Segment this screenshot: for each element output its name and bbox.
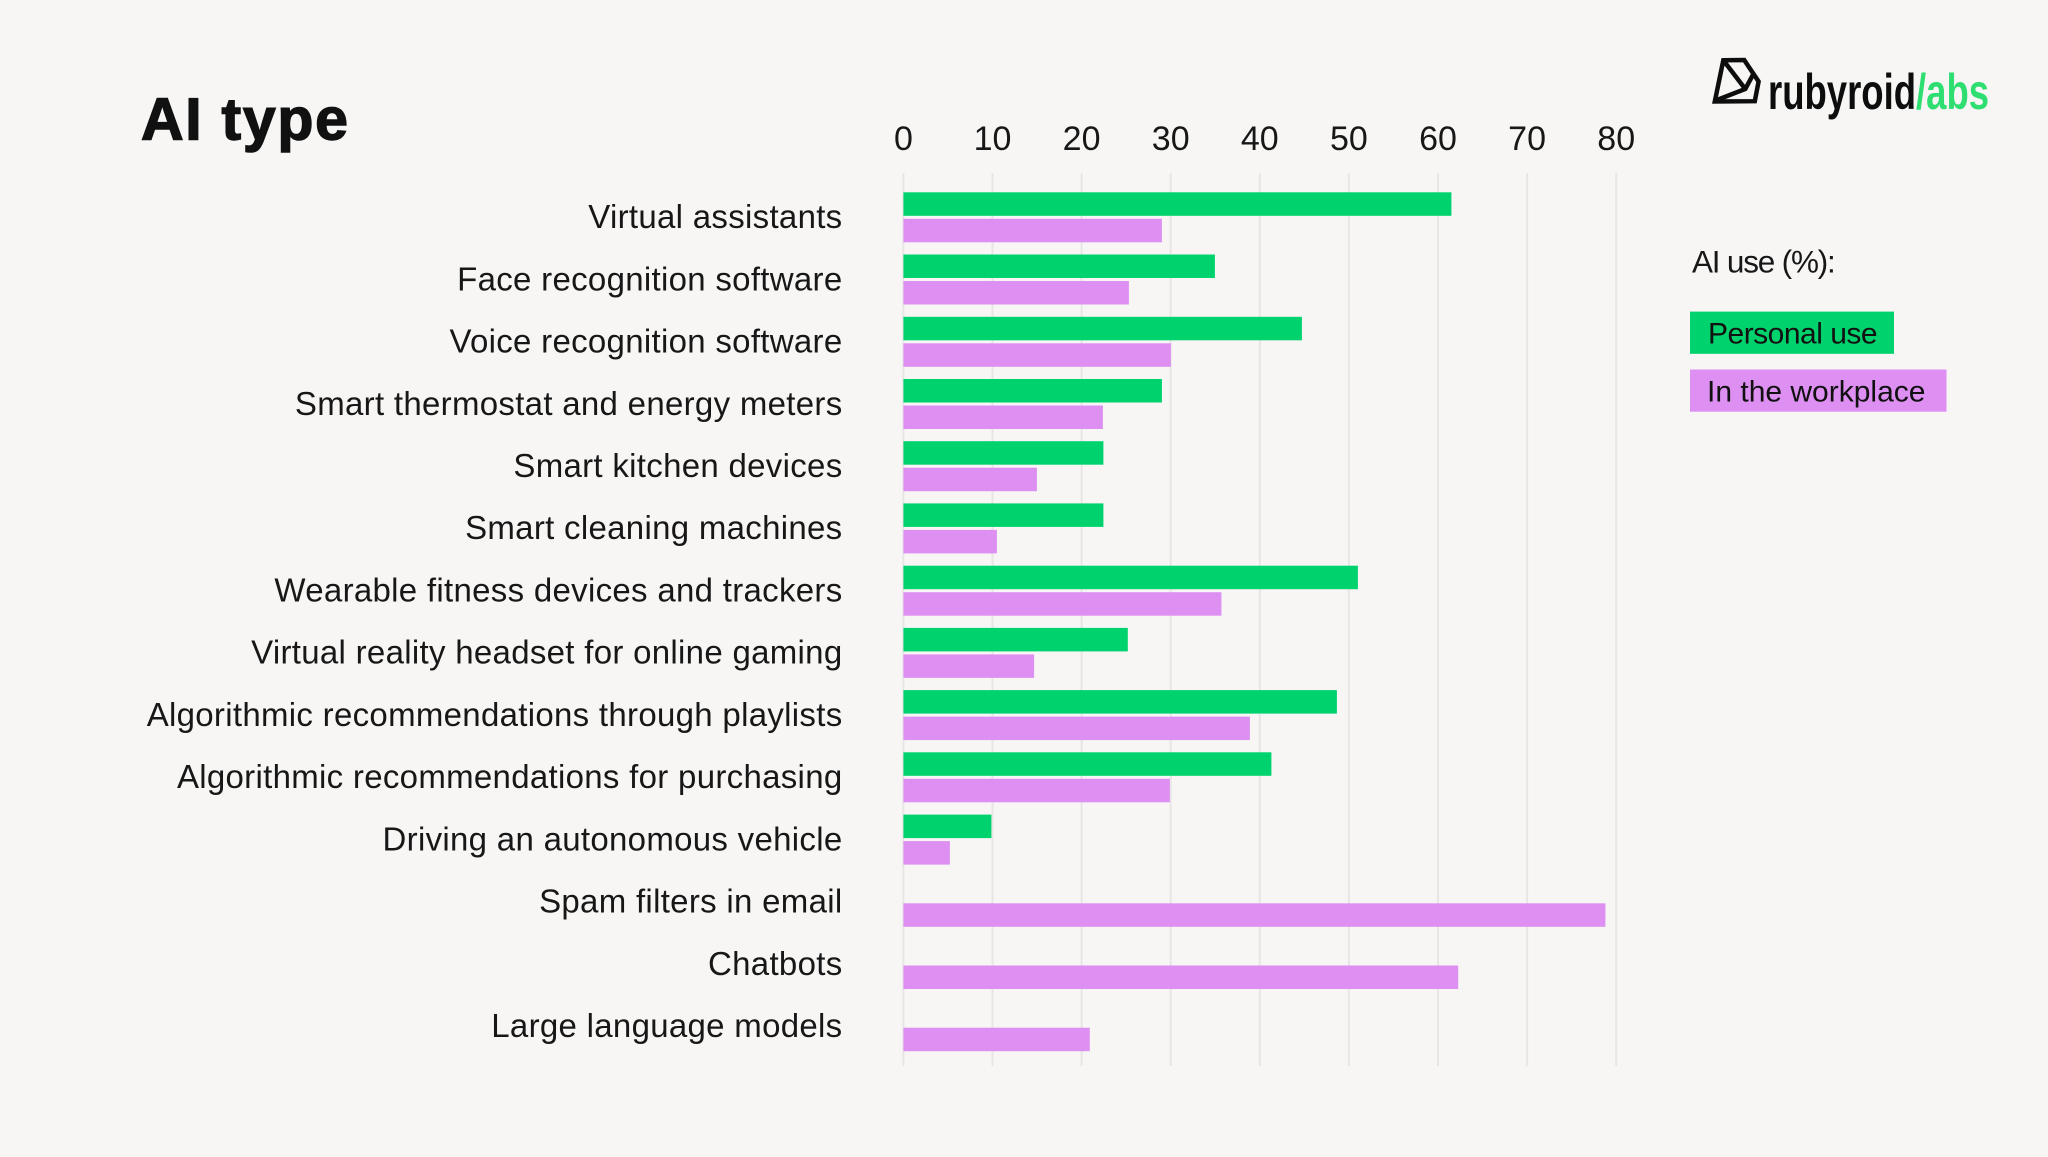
svg-text:Virtual reality headset for on: Virtual reality headset for online gamin… — [251, 634, 842, 671]
svg-text:Chatbots: Chatbots — [708, 945, 842, 982]
svg-text:AI type: AI type — [141, 87, 350, 153]
svg-text:20: 20 — [1063, 120, 1101, 158]
svg-text:Algorithmic recommendations fo: Algorithmic recommendations for purchasi… — [177, 758, 843, 795]
svg-text:Large language models: Large language models — [491, 1007, 842, 1044]
svg-text:Personal use: Personal use — [1708, 318, 1877, 351]
svg-text:40: 40 — [1241, 120, 1279, 158]
svg-text:In the workplace: In the workplace — [1707, 375, 1925, 408]
svg-text:Smart thermostat and energy me: Smart thermostat and energy meters — [295, 385, 843, 422]
svg-text:10: 10 — [974, 120, 1012, 158]
svg-text:Driving an autonomous vehicle: Driving an autonomous vehicle — [383, 820, 843, 857]
svg-text:70: 70 — [1508, 120, 1546, 158]
svg-text:Algorithmic recommendations th: Algorithmic recommendations through play… — [147, 696, 843, 733]
svg-text:Smart kitchen devices: Smart kitchen devices — [513, 447, 842, 484]
svg-text:Smart cleaning machines: Smart cleaning machines — [465, 509, 842, 546]
svg-text:30: 30 — [1152, 120, 1190, 158]
svg-text:0: 0 — [894, 120, 913, 158]
svg-text:Voice recognition software: Voice recognition software — [449, 323, 842, 360]
svg-text:AI use (%):: AI use (%): — [1692, 244, 1835, 280]
svg-text:80: 80 — [1597, 120, 1635, 158]
svg-text:Face recognition software: Face recognition software — [457, 260, 842, 297]
svg-text:rubyroid/abs: rubyroid/abs — [1768, 64, 1989, 120]
svg-text:Spam filters in email: Spam filters in email — [539, 883, 842, 920]
svg-text:Virtual assistants: Virtual assistants — [588, 198, 842, 235]
svg-text:Wearable fitness devices and t: Wearable fitness devices and trackers — [274, 572, 842, 609]
svg-text:50: 50 — [1330, 120, 1368, 158]
svg-text:60: 60 — [1419, 120, 1457, 158]
